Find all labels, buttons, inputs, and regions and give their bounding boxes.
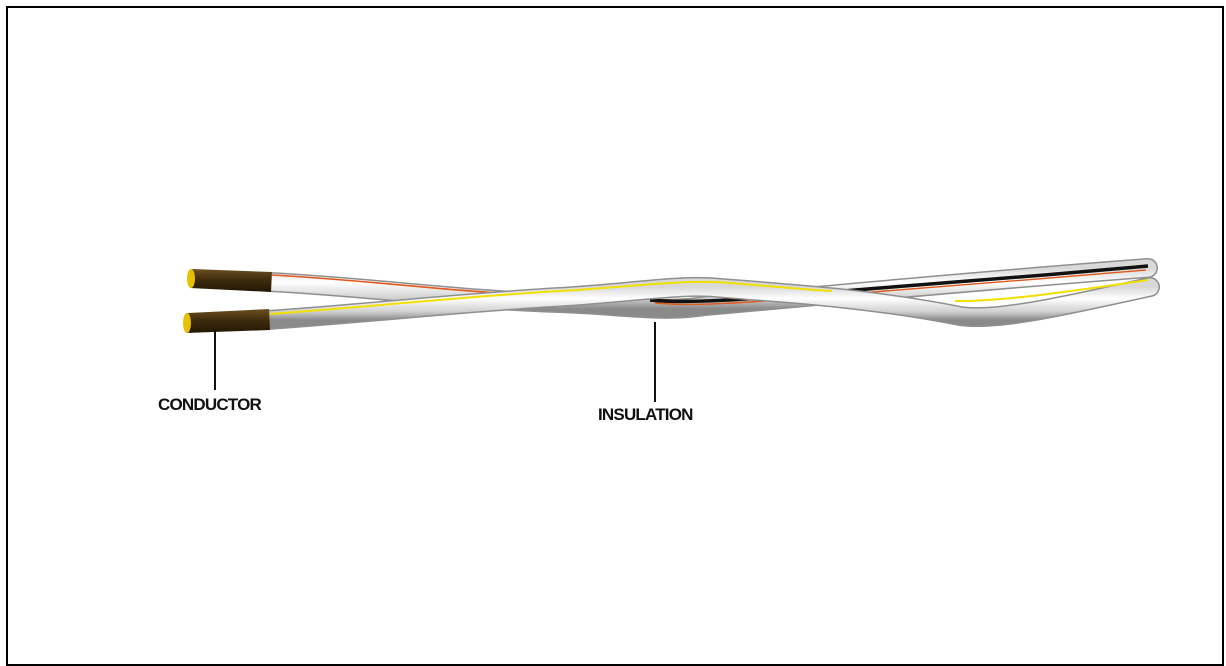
conductor-a <box>187 269 272 292</box>
conductor-b-tip <box>183 313 191 333</box>
wire-a-insulation <box>260 258 1158 319</box>
conductor-a-tip <box>187 269 195 288</box>
twisted-pair-cable-diagram <box>183 258 1160 402</box>
diagram-frame <box>6 6 1224 666</box>
wire-b-insulation <box>258 276 1160 330</box>
wire-a-black-stripe <box>649 264 1149 304</box>
conductor-b <box>183 309 270 333</box>
conductor-label: CONDUCTOR <box>158 395 262 414</box>
wire-b-yellow-stripe <box>269 280 833 315</box>
insulation-label: INSULATION <box>598 405 693 424</box>
